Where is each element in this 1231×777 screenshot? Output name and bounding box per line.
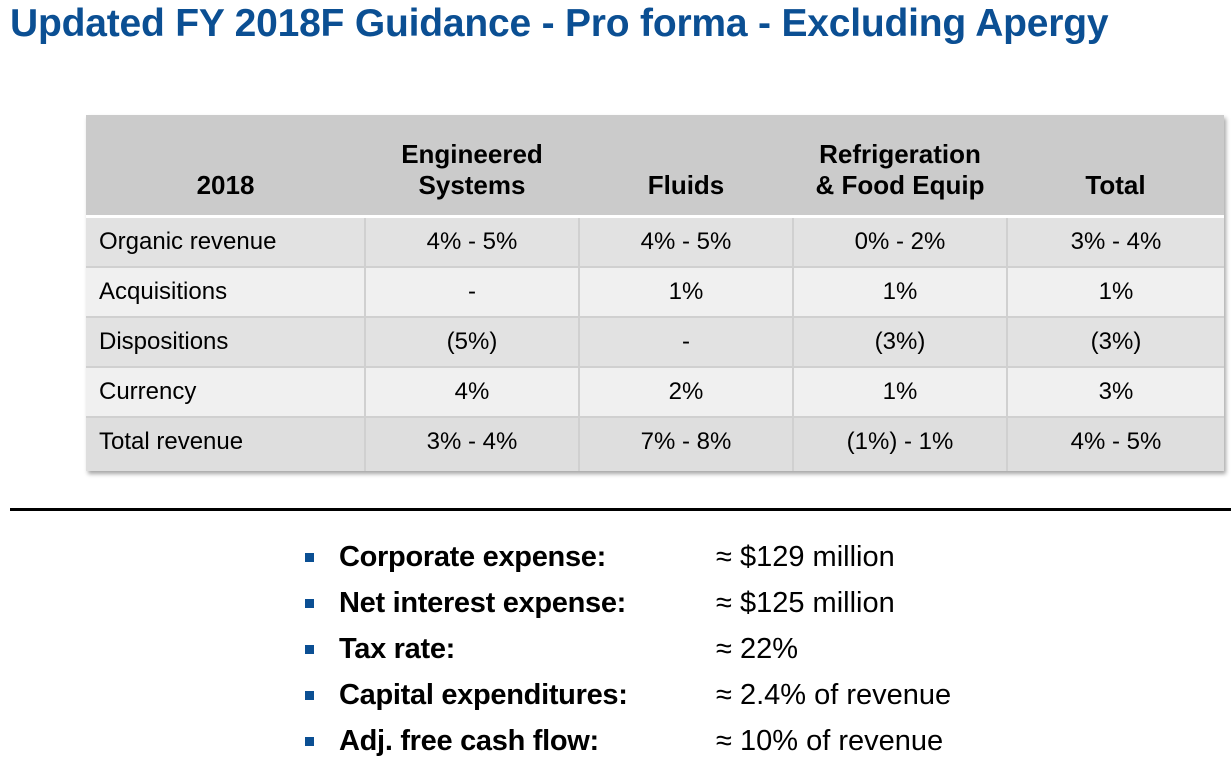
table-row-currency: Currency 4% 2% 1% 3% <box>86 366 1224 418</box>
column-header-year: 2018 <box>86 115 365 218</box>
bullet-label: Capital expenditures: <box>339 679 628 711</box>
bullet-value: ≈ 22% <box>716 633 799 665</box>
column-header-engineered-systems: Engineered Systems <box>365 115 579 218</box>
table-cell: (5%) <box>365 316 580 368</box>
table-cell: 1% <box>579 266 794 318</box>
row-label: Currency <box>86 366 366 418</box>
square-bullet-icon <box>305 737 314 746</box>
table-cell: 4% - 5% <box>365 216 580 268</box>
table-cell: (1%) - 1% <box>793 416 1008 471</box>
row-label: Total revenue <box>86 416 366 471</box>
square-bullet-icon <box>305 645 314 654</box>
square-bullet-icon <box>305 553 314 562</box>
table-cell: - <box>365 266 580 318</box>
square-bullet-icon <box>305 691 314 700</box>
table-cell: 4% <box>365 366 580 418</box>
guidance-table-container: 2018 Engineered Systems Fluids Refrigera… <box>86 115 1224 471</box>
table-cell: 4% - 5% <box>579 216 794 268</box>
table-cell: 1% <box>793 366 1008 418</box>
bullet-label: Tax rate: <box>339 633 456 665</box>
table-header-row: 2018 Engineered Systems Fluids Refrigera… <box>86 115 1224 218</box>
bullet-value: ≈ $125 million <box>716 587 895 619</box>
square-bullet-icon <box>305 599 314 608</box>
bullet-value: ≈ $129 million <box>716 541 895 573</box>
table-cell: - <box>579 316 794 368</box>
table-cell: 1% <box>1007 266 1224 318</box>
bullet-value: ≈ 2.4% of revenue <box>716 679 952 711</box>
table-cell: (3%) <box>1007 316 1224 368</box>
table-cell: (3%) <box>793 316 1008 368</box>
section-divider <box>10 508 1231 511</box>
row-label: Acquisitions <box>86 266 366 318</box>
bullet-label: Corporate expense: <box>339 541 606 573</box>
table-cell: 2% <box>579 366 794 418</box>
column-header-total: Total <box>1007 115 1224 218</box>
page-title: Updated FY 2018F Guidance - Pro forma - … <box>10 2 1109 45</box>
table-row-total-revenue: Total revenue 3% - 4% 7% - 8% (1%) - 1% … <box>86 416 1224 471</box>
column-header-refrigeration-food-equip: Refrigeration & Food Equip <box>793 115 1007 218</box>
table-cell: 4% - 5% <box>1007 416 1224 471</box>
column-header-fluids: Fluids <box>579 115 793 218</box>
table-row-acquisitions: Acquisitions - 1% 1% 1% <box>86 266 1224 318</box>
table-row-dispositions: Dispositions (5%) - (3%) (3%) <box>86 316 1224 368</box>
row-label: Organic revenue <box>86 216 366 268</box>
table-cell: 1% <box>793 266 1008 318</box>
table-cell: 3% - 4% <box>1007 216 1224 268</box>
table-row-organic-revenue: Organic revenue 4% - 5% 4% - 5% 0% - 2% … <box>86 216 1224 268</box>
bullet-label: Adj. free cash flow: <box>339 725 599 757</box>
bullet-value: ≈ 10% of revenue <box>716 725 944 757</box>
guidance-table: 2018 Engineered Systems Fluids Refrigera… <box>86 115 1224 471</box>
table-cell: 3% - 4% <box>365 416 580 471</box>
row-label: Dispositions <box>86 316 366 368</box>
bullet-label: Net interest expense: <box>339 587 627 619</box>
table-cell: 7% - 8% <box>579 416 794 471</box>
table-cell: 3% <box>1007 366 1224 418</box>
table-cell: 0% - 2% <box>793 216 1008 268</box>
